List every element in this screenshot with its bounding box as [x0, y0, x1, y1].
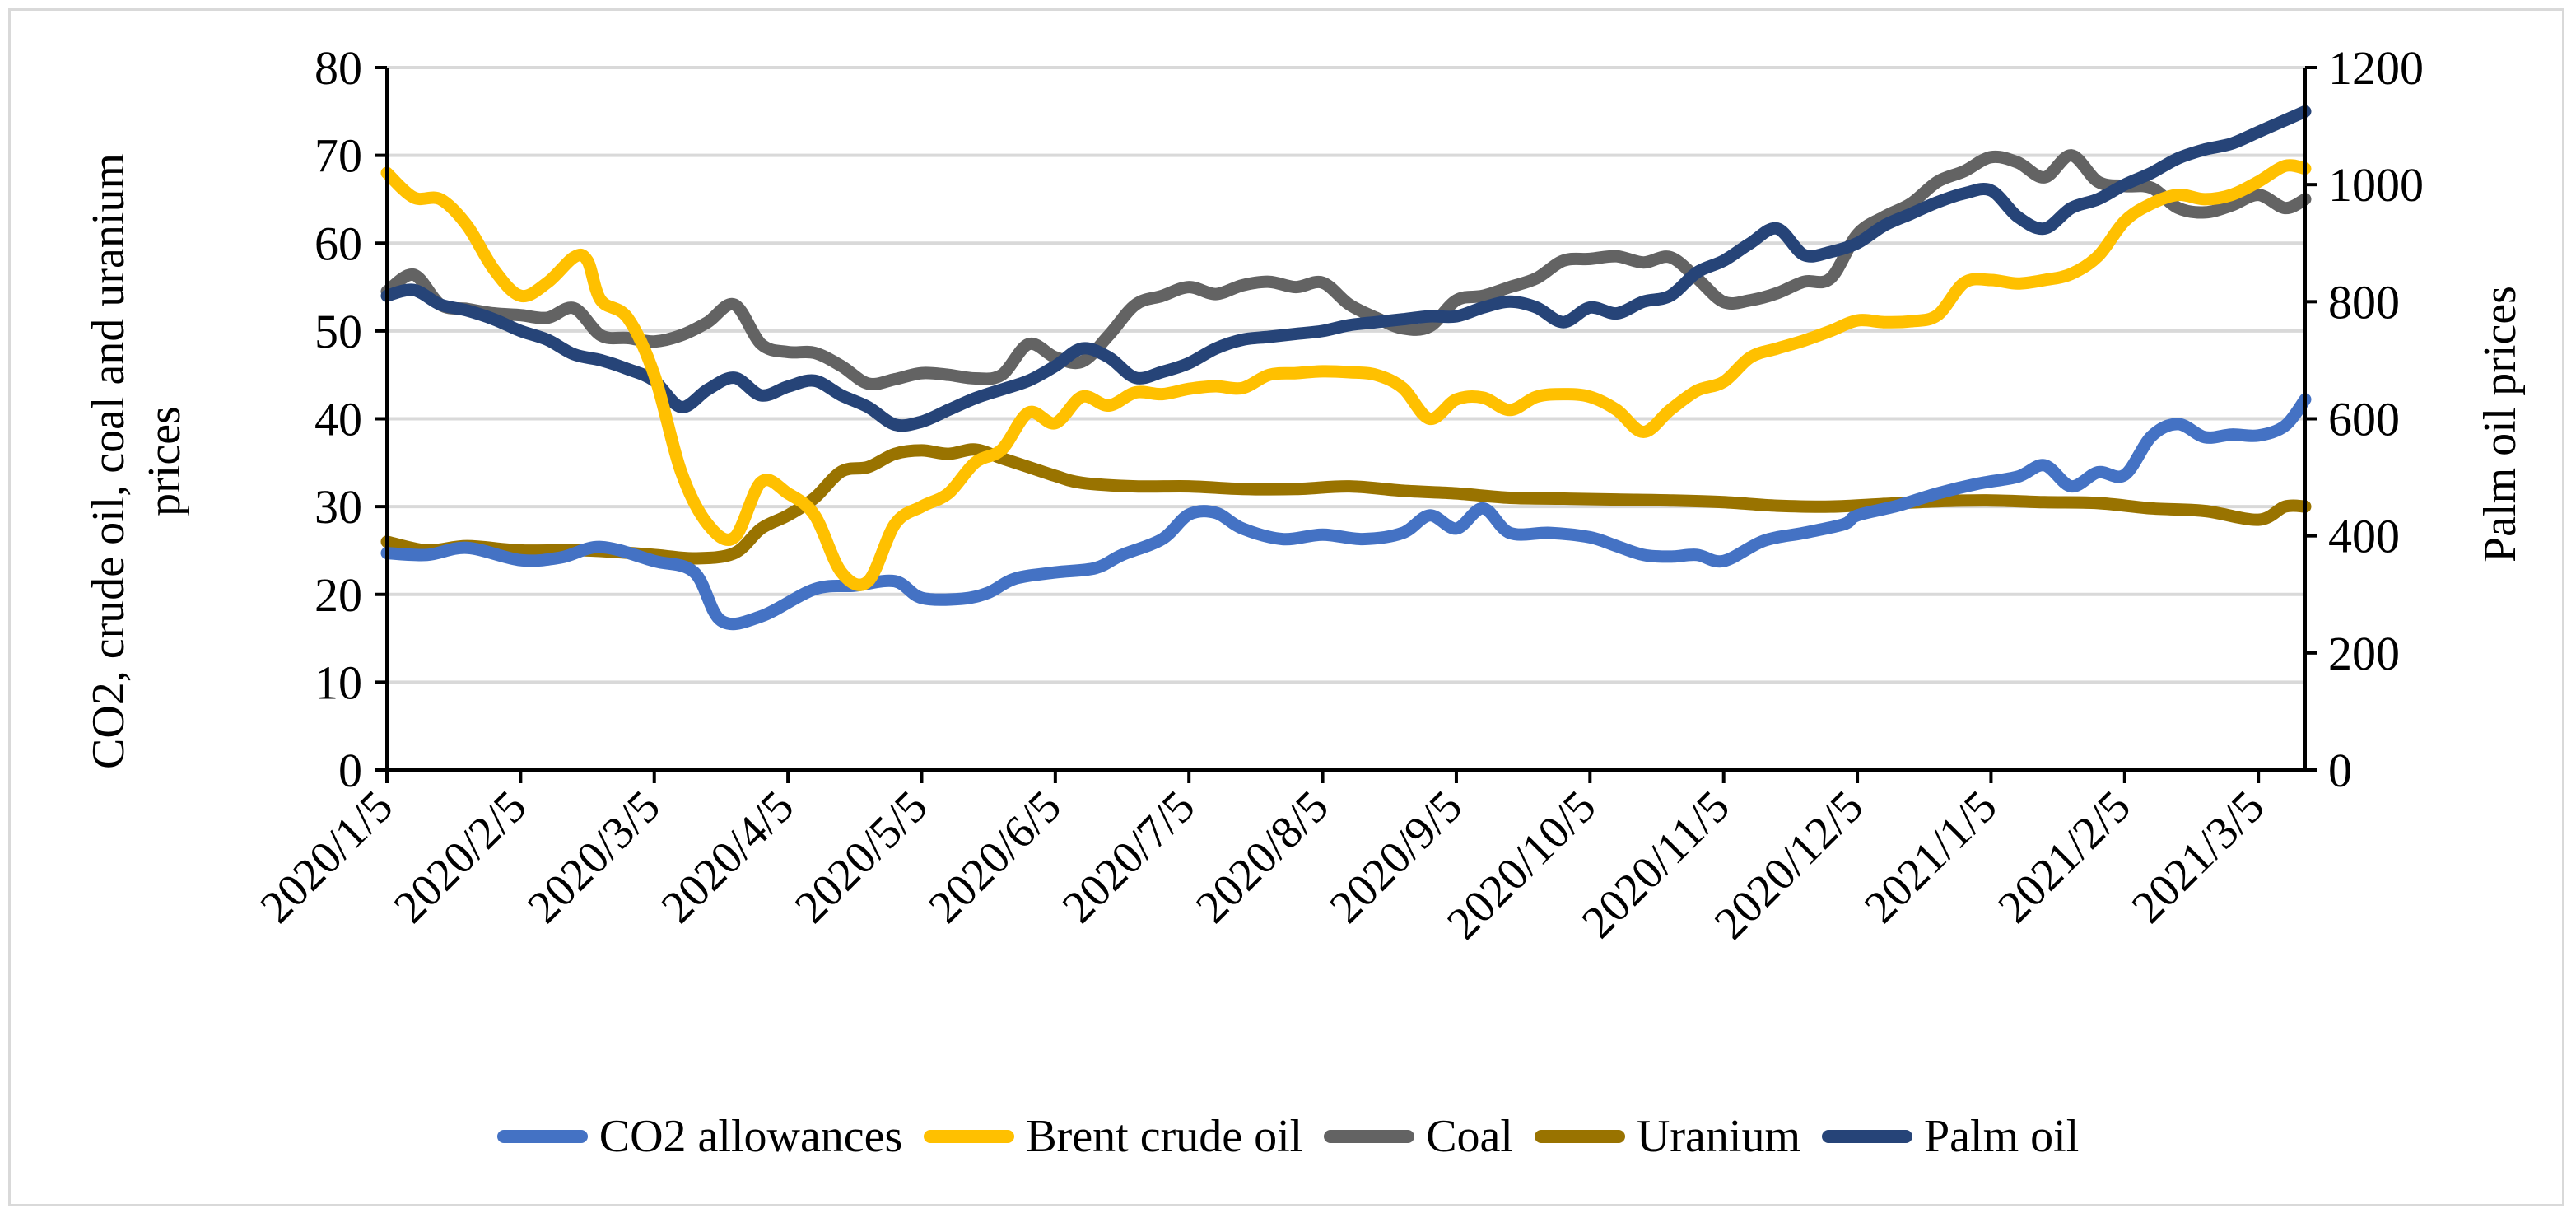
- legend: CO2 allowances Brent crude oil Coal Uranium…: [0, 1104, 2576, 1169]
- legend-item: Palm oil: [1822, 1110, 2079, 1163]
- x-tick-label: 2021/3/5: [2122, 781, 2275, 933]
- x-tick-label: 2020/1/5: [251, 781, 403, 933]
- x-tick-labels: 2020/1/52020/2/52020/3/52020/4/52020/5/5…: [251, 781, 2275, 949]
- x-tick-label: 2020/10/5: [1437, 781, 1605, 949]
- y-right-tick-label: 1000: [2328, 158, 2424, 212]
- y-left-tick-labels: 0 10 20 30 40 50 60 70 80: [314, 41, 362, 797]
- y-left-axis-label-line1: CO2, crude oil, coal and uranium: [83, 153, 134, 769]
- y-right-tick-label: 200: [2328, 627, 2400, 680]
- series-line-co2-allowances: [380, 393, 2312, 631]
- legend-swatch: [1822, 1130, 1913, 1143]
- legend-swatch: [924, 1130, 1015, 1143]
- series-line-coal: [380, 149, 2312, 390]
- legend-label: Palm oil: [1924, 1111, 2080, 1162]
- y-right-tick-label: 800: [2328, 275, 2400, 329]
- axes: [375, 66, 2317, 783]
- series-line-brent-crude-oil: [380, 159, 2312, 591]
- series-lines: [380, 105, 2312, 631]
- y-left-tick-label: 10: [314, 656, 362, 709]
- legend-item: Brent crude oil: [924, 1110, 1302, 1163]
- legend-label: Uranium: [1636, 1111, 1801, 1162]
- y-right-tick-label: 400: [2328, 510, 2400, 563]
- legend-swatch: [1534, 1130, 1625, 1143]
- x-tick-label: 2020/6/5: [919, 781, 1071, 933]
- x-tick-label: 2020/12/5: [1705, 781, 1873, 949]
- y-left-tick-label: 50: [314, 305, 362, 358]
- y-left-tick-label: 0: [338, 744, 362, 797]
- y-left-axis-label-line2: prices: [139, 406, 190, 516]
- x-tick-label: 2020/8/5: [1186, 781, 1339, 933]
- x-tick-label: 2020/7/5: [1053, 781, 1205, 933]
- x-tick-label: 2020/3/5: [518, 781, 670, 933]
- legend-swatch: [1324, 1130, 1415, 1143]
- x-tick-label: 2020/4/5: [652, 781, 804, 933]
- x-tick-label: 2020/2/5: [384, 781, 537, 933]
- x-tick-label: 2021/2/5: [1988, 781, 2140, 933]
- legend-label: Brent crude oil: [1026, 1111, 1303, 1162]
- y-right-tick-label: 1200: [2328, 41, 2424, 95]
- series-line-palm-oil: [380, 105, 2312, 432]
- legend-item: Coal: [1324, 1110, 1513, 1163]
- legend-item: Uranium: [1534, 1110, 1801, 1163]
- series-line-uranium: [380, 443, 2312, 565]
- x-tick-label: 2020/5/5: [785, 781, 938, 933]
- y-left-tick-label: 40: [314, 393, 362, 446]
- y-right-tick-label: 600: [2328, 393, 2400, 446]
- y-right-tick-label: 0: [2328, 744, 2352, 797]
- y-left-tick-label: 20: [314, 568, 362, 622]
- y-left-tick-label: 70: [314, 129, 362, 183]
- legend-label: Coal: [1426, 1111, 1513, 1162]
- y-right-axis-label: Palm oil prices: [2475, 286, 2526, 562]
- y-left-tick-label: 30: [314, 480, 362, 534]
- y-left-tick-label: 80: [314, 41, 362, 95]
- legend-label: CO2 allowances: [599, 1111, 903, 1162]
- y-left-tick-label: 60: [314, 217, 362, 270]
- y-right-tick-labels: 0 200 400 600 800 1000 1200: [2328, 41, 2424, 797]
- legend-swatch: [496, 1130, 588, 1143]
- legend-item: CO2 allowances: [496, 1110, 903, 1163]
- x-tick-label: 2021/1/5: [1855, 781, 2007, 933]
